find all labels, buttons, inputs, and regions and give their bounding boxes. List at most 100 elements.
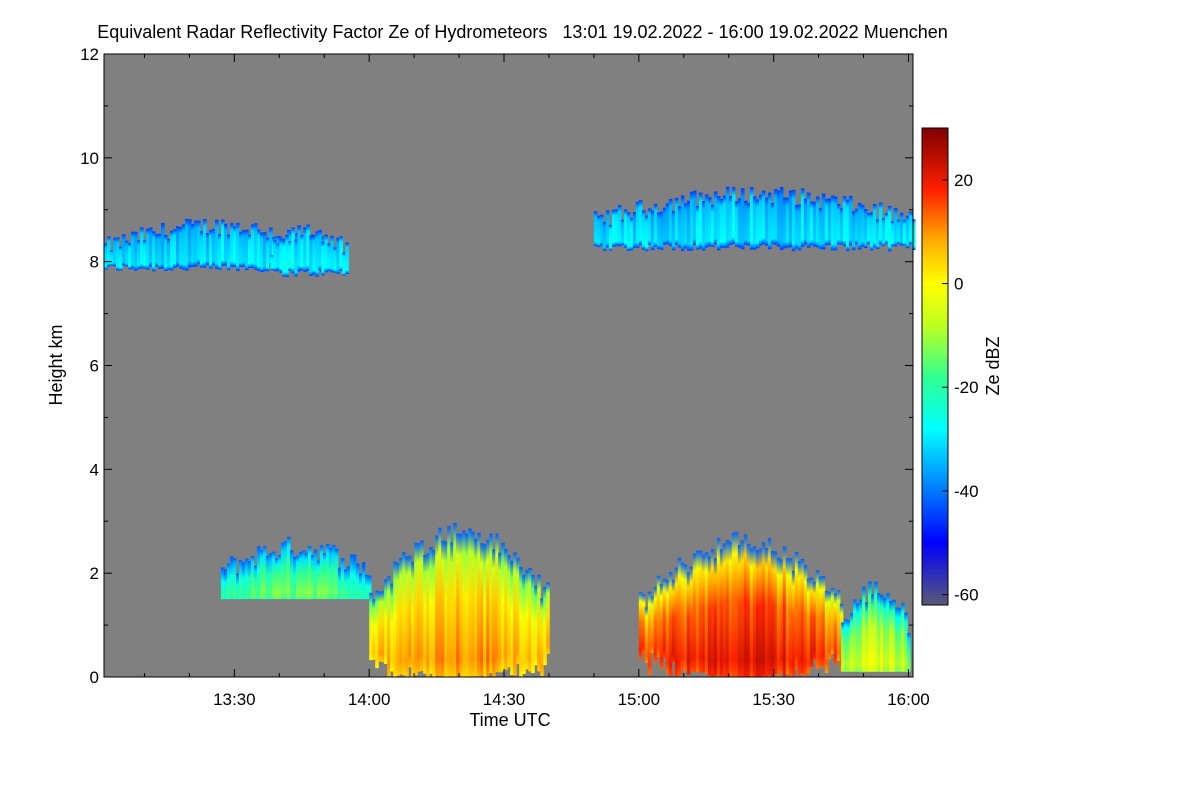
echo-column xyxy=(226,563,231,600)
echo-column xyxy=(426,553,430,677)
echo-column xyxy=(626,212,631,251)
echo-column xyxy=(155,234,159,267)
echo-column xyxy=(306,224,310,271)
echo-column xyxy=(839,208,844,245)
echo-column xyxy=(257,229,261,271)
echo-column xyxy=(288,241,292,271)
echo-column xyxy=(833,196,838,251)
echo-region-lower-precip-core2 xyxy=(638,531,844,677)
echo-column xyxy=(408,555,412,668)
colorbar-tick-label: -20 xyxy=(954,378,979,397)
echo-column xyxy=(152,231,156,272)
y-tick-label: 10 xyxy=(80,149,99,168)
echo-column xyxy=(483,544,487,677)
echo-column xyxy=(752,546,757,677)
echo-column xyxy=(599,214,604,246)
echo-column xyxy=(447,526,451,677)
echo-column xyxy=(212,228,216,266)
echo-column xyxy=(698,192,703,249)
echo-column xyxy=(492,549,496,677)
echo-column xyxy=(680,195,685,252)
echo-column xyxy=(749,187,754,250)
echo-column xyxy=(513,552,517,676)
colorbar-label: Ze dBZ xyxy=(983,336,1003,395)
echo-column xyxy=(635,201,640,248)
echo-column xyxy=(812,201,817,247)
echo-column xyxy=(794,552,799,670)
echo-column xyxy=(343,569,348,600)
echo-column xyxy=(247,561,252,600)
echo-column xyxy=(653,587,658,663)
echo-column xyxy=(209,230,213,269)
echo-column xyxy=(161,223,165,269)
echo-column xyxy=(904,612,908,672)
echo-column xyxy=(785,558,790,674)
echo-column xyxy=(722,195,727,249)
echo-column xyxy=(776,557,781,677)
echo-column xyxy=(707,197,712,247)
echo-column xyxy=(459,533,463,677)
echo-column xyxy=(911,219,916,250)
echo-column xyxy=(689,191,694,251)
echo-column xyxy=(239,231,243,267)
echo-column xyxy=(674,197,679,245)
echo-column xyxy=(764,197,769,246)
echo-column xyxy=(297,225,301,271)
echo-column xyxy=(851,211,856,251)
echo-column xyxy=(251,224,255,268)
echo-column xyxy=(716,537,721,676)
echo-column xyxy=(605,210,610,248)
echo-region-lower-precip-core1 xyxy=(369,522,550,677)
echo-column xyxy=(847,620,851,672)
echo-column xyxy=(689,566,694,672)
echo-column xyxy=(182,224,186,270)
echo-column xyxy=(770,550,775,677)
echo-column xyxy=(659,211,664,250)
echo-column xyxy=(860,204,865,247)
echo-column xyxy=(364,574,369,600)
echo-column xyxy=(895,607,899,672)
echo-column xyxy=(274,558,279,600)
echo-column xyxy=(185,218,189,271)
echo-column xyxy=(270,255,274,270)
echo-column xyxy=(872,204,877,248)
echo-column xyxy=(218,234,222,270)
echo-column xyxy=(122,234,126,266)
echo-column xyxy=(283,541,288,600)
echo-column xyxy=(809,201,814,246)
echo-column xyxy=(743,200,748,245)
echo-column xyxy=(728,196,733,245)
echo-column xyxy=(794,204,799,249)
echo-column xyxy=(507,555,511,668)
echo-column xyxy=(465,533,469,677)
echo-column xyxy=(158,233,162,269)
echo-column xyxy=(170,230,174,271)
echo-column xyxy=(662,207,667,245)
echo-column xyxy=(334,548,339,600)
echo-column xyxy=(349,554,354,600)
echo-column xyxy=(698,550,703,673)
echo-column xyxy=(298,552,303,600)
echo-column xyxy=(420,540,424,671)
echo-column xyxy=(309,235,313,276)
echo-column xyxy=(125,240,129,267)
echo-column xyxy=(830,587,835,654)
echo-column xyxy=(462,530,466,677)
echo-column xyxy=(405,556,409,677)
echo-column xyxy=(387,576,391,677)
echo-column xyxy=(844,619,848,672)
echo-column xyxy=(140,227,144,269)
echo-column xyxy=(444,541,448,677)
echo-column xyxy=(593,211,598,246)
x-axis: 13:30 14:00 14:30 15:00 15:30 16:00 xyxy=(143,54,930,709)
echo-column xyxy=(779,559,784,673)
echo-column xyxy=(242,230,246,267)
echo-column xyxy=(887,205,892,252)
echo-column xyxy=(438,527,442,676)
echo-column xyxy=(632,212,637,248)
y-tick-label: 0 xyxy=(90,668,99,687)
echo-column xyxy=(818,207,823,249)
echo-column xyxy=(262,546,267,600)
echo-column xyxy=(241,562,246,600)
